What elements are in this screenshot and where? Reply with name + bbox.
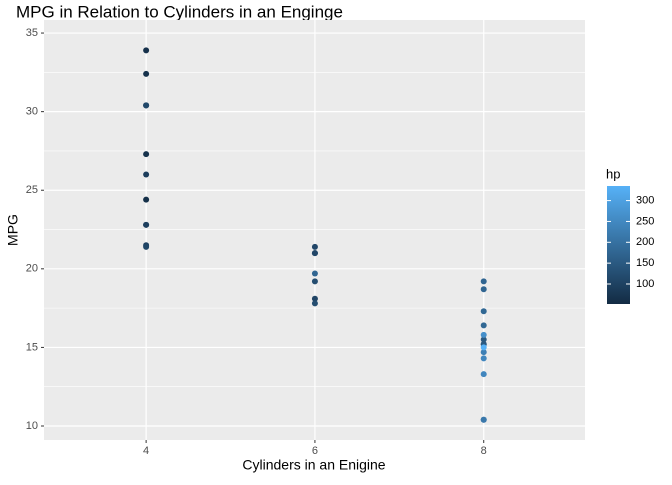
point (143, 102, 150, 109)
y-tick-label: 25 (26, 184, 38, 196)
point (480, 336, 487, 343)
point (311, 300, 318, 307)
point (311, 250, 318, 257)
colorbar-tick-label: 100 (636, 278, 654, 290)
point (480, 416, 487, 423)
y-axis-label: MPG (5, 214, 21, 246)
point (480, 371, 487, 378)
chart-title: MPG in Relation to Cylinders in an Engin… (16, 2, 343, 21)
point (143, 196, 150, 203)
point (143, 171, 150, 178)
x-tick-label: 8 (481, 445, 487, 457)
point (480, 322, 487, 329)
colorbar-tick-label: 150 (636, 257, 654, 269)
y-tick-label: 20 (26, 263, 38, 275)
x-axis-label: Cylinders in an Enigine (242, 457, 385, 473)
colorbar-tick-label: 200 (636, 236, 654, 248)
point (311, 270, 318, 277)
y-tick-label: 30 (26, 106, 38, 118)
point (480, 278, 487, 285)
y-tick-label: 15 (26, 341, 38, 353)
point (480, 355, 487, 362)
colorbar-tick-label: 250 (636, 215, 654, 227)
point (480, 349, 487, 356)
colorbar (607, 186, 630, 304)
point (480, 331, 487, 338)
point (480, 308, 487, 315)
point (143, 243, 150, 250)
y-tick-label: 35 (26, 27, 38, 39)
point (311, 278, 318, 285)
point (143, 221, 150, 228)
point (480, 286, 487, 293)
point (311, 295, 318, 302)
point (480, 344, 487, 351)
x-tick-label: 6 (312, 445, 318, 457)
legend-title: hp (606, 166, 620, 181)
point (143, 47, 150, 54)
point (143, 151, 150, 158)
y-tick-label: 10 (26, 420, 38, 432)
colorbar-tick-label: 300 (636, 194, 654, 206)
point (311, 243, 318, 250)
x-tick-label: 4 (143, 445, 149, 457)
point (143, 70, 150, 77)
